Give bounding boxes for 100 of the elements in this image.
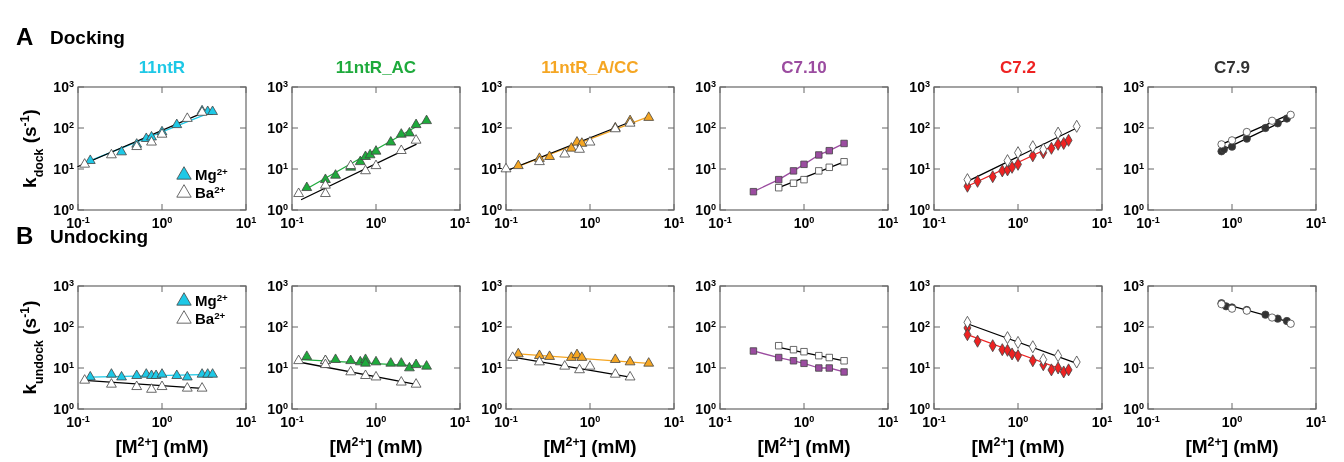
x-tick-label: 10$^{0}$ — [1221, 414, 1243, 430]
x-tick-label: 10$^{1}$ — [663, 414, 685, 430]
y-tick-label: 10$^{1}$ — [53, 161, 74, 177]
y-tick-label: 10$^{2}$ — [53, 120, 74, 136]
x-tick-label: 10$^{0}$ — [365, 414, 387, 430]
y-tick-label: 10$^{0}$ — [695, 202, 716, 218]
x-axis-title: [M$^{2+}$] (mM) — [757, 435, 851, 457]
x-tick-label: 10$^{0}$ — [1007, 215, 1029, 231]
x-tick-label: 10$^{-1}$ — [1136, 215, 1160, 231]
y-tick-label: 10$^{2}$ — [695, 319, 716, 335]
y-tick-label: 10$^{3}$ — [481, 79, 502, 95]
x-tick-label: 10$^{1}$ — [1091, 215, 1113, 231]
y-tick-label: 10$^{3}$ — [909, 278, 930, 294]
x-tick-label: 10$^{-1}$ — [922, 215, 946, 231]
x-tick-label: 10$^{-1}$ — [708, 414, 732, 430]
x-axis-title: [M$^{2+}$] (mM) — [1185, 435, 1279, 457]
y-tick-label: 10$^{3}$ — [909, 79, 930, 95]
y-tick-label: 10$^{1}$ — [695, 360, 716, 376]
y-tick-label: 10$^{3}$ — [1123, 278, 1144, 294]
x-tick-label: 10$^{0}$ — [579, 215, 601, 231]
y-tick-label: 10$^{0}$ — [481, 202, 502, 218]
y-tick-label: 10$^{1}$ — [909, 161, 930, 177]
x-axis-title: [M$^{2+}$] (mM) — [971, 435, 1065, 457]
y-tick-label: 10$^{0}$ — [909, 202, 930, 218]
chart-title: C7.2 — [1000, 58, 1036, 77]
x-tick-label: 10$^{0}$ — [151, 414, 173, 430]
chart-title: C7.10 — [781, 58, 827, 77]
legend-label: Mg$^{2+}$ — [195, 165, 229, 183]
x-tick-label: 10$^{1}$ — [449, 414, 471, 430]
y-tick-label: 10$^{2}$ — [267, 319, 288, 335]
x-tick-label: 10$^{1}$ — [877, 414, 899, 430]
y-tick-label: 10$^{1}$ — [695, 161, 716, 177]
legend-label: Mg$^{2+}$ — [195, 291, 229, 309]
y-tick-label: 10$^{0}$ — [53, 202, 74, 218]
x-tick-label: 10$^{-1}$ — [66, 414, 90, 430]
y-tick-label: 10$^{0}$ — [53, 401, 74, 417]
y-tick-label: 10$^{2}$ — [695, 120, 716, 136]
x-axis-title: [M$^{2+}$] (mM) — [543, 435, 637, 457]
x-tick-label: 10$^{0}$ — [1221, 215, 1243, 231]
y-tick-label: 10$^{1}$ — [481, 360, 502, 376]
y-tick-label: 10$^{2}$ — [909, 319, 930, 335]
y-tick-label: 10$^{1}$ — [1123, 360, 1144, 376]
y-tick-label: 10$^{1}$ — [53, 360, 74, 376]
x-tick-label: 10$^{0}$ — [1007, 414, 1029, 430]
y-tick-label: 10$^{3}$ — [53, 278, 74, 294]
text: B — [16, 222, 34, 249]
chart-title: 11ntR_AC — [335, 58, 417, 77]
y-tick-label: 10$^{0}$ — [695, 401, 716, 417]
legend-label: Ba$^{2+}$ — [195, 183, 226, 201]
y-tick-label: 10$^{0}$ — [267, 401, 288, 417]
y-tick-label: 10$^{3}$ — [695, 278, 716, 294]
y-tick-label: 10$^{1}$ — [481, 161, 502, 177]
x-tick-label: 10$^{-1}$ — [280, 414, 304, 430]
x-tick-label: 10$^{1}$ — [1305, 414, 1327, 430]
y-tick-label: 10$^{0}$ — [267, 202, 288, 218]
y-tick-label: 10$^{2}$ — [481, 319, 502, 335]
y-tick-label: 10$^{3}$ — [267, 278, 288, 294]
x-tick-label: 10$^{-1}$ — [280, 215, 304, 231]
legend-label: Ba$^{2+}$ — [195, 309, 226, 327]
x-axis-title: [M$^{2+}$] (mM) — [329, 435, 423, 457]
x-tick-label: 10$^{-1}$ — [494, 215, 518, 231]
x-tick-label: 10$^{-1}$ — [922, 414, 946, 430]
x-tick-label: 10$^{1}$ — [877, 215, 899, 231]
x-tick-label: 10$^{-1}$ — [708, 215, 732, 231]
x-tick-label: 10$^{1}$ — [1091, 414, 1113, 430]
x-tick-label: 10$^{1}$ — [663, 215, 685, 231]
y-tick-label: 10$^{2}$ — [1123, 120, 1144, 136]
y-tick-label: 10$^{1}$ — [1123, 161, 1144, 177]
y-tick-label: 10$^{2}$ — [481, 120, 502, 136]
chart-title: 11ntR — [138, 58, 186, 77]
y-tick-label: 10$^{3}$ — [1123, 79, 1144, 95]
y-tick-label: 10$^{0}$ — [1123, 401, 1144, 417]
chart-title: C7.9 — [1214, 58, 1250, 77]
y-tick-label: 10$^{1}$ — [909, 360, 930, 376]
y-tick-label: 10$^{3}$ — [267, 79, 288, 95]
x-tick-label: 10$^{1}$ — [235, 215, 257, 231]
x-tick-label: 10$^{0}$ — [151, 215, 173, 231]
text: Docking — [50, 27, 125, 48]
x-tick-label: 10$^{0}$ — [579, 414, 601, 430]
y-tick-label: 10$^{2}$ — [1123, 319, 1144, 335]
x-tick-label: 10$^{-1}$ — [1136, 414, 1160, 430]
chart-title: 11ntR_A/CC — [541, 58, 639, 77]
x-tick-label: 10$^{0}$ — [793, 414, 815, 430]
y-tick-label: 10$^{3}$ — [481, 278, 502, 294]
x-tick-label: 10$^{0}$ — [793, 215, 815, 231]
x-tick-label: 10$^{-1}$ — [66, 215, 90, 231]
y-tick-label: 10$^{3}$ — [695, 79, 716, 95]
y-tick-label: 10$^{2}$ — [53, 319, 74, 335]
x-tick-label: 10$^{1}$ — [449, 215, 471, 231]
y-tick-label: 10$^{0}$ — [909, 401, 930, 417]
y-tick-label: 10$^{2}$ — [267, 120, 288, 136]
y-tick-label: 10$^{0}$ — [1123, 202, 1144, 218]
x-tick-label: 10$^{0}$ — [365, 215, 387, 231]
x-axis-title: [M$^{2+}$] (mM) — [115, 435, 209, 457]
y-tick-label: 10$^{0}$ — [481, 401, 502, 417]
y-tick-label: 10$^{1}$ — [267, 161, 288, 177]
y-tick-label: 10$^{3}$ — [53, 79, 74, 95]
x-tick-label: 10$^{1}$ — [235, 414, 257, 430]
text: A — [16, 23, 34, 50]
y-tick-label: 10$^{2}$ — [909, 120, 930, 136]
